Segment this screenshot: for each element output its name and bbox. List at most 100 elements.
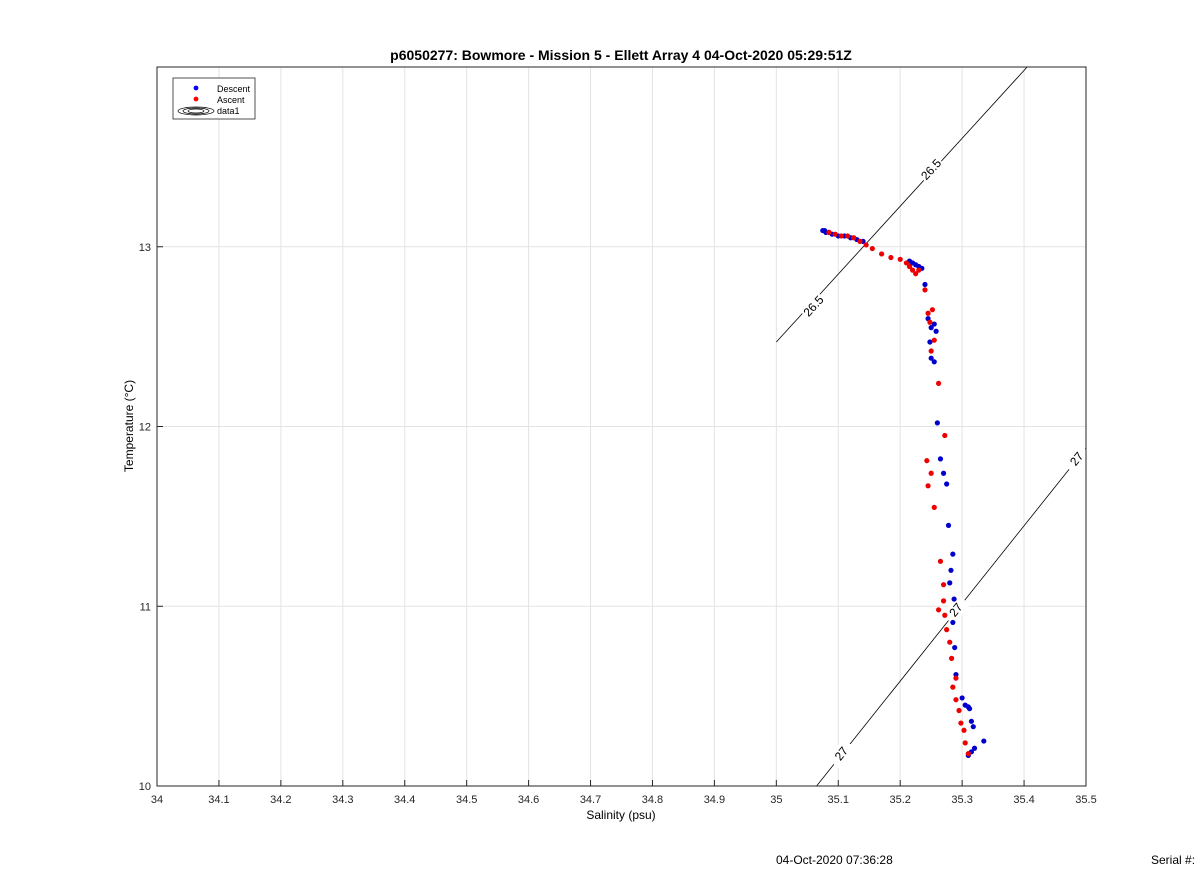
isopycnal-label-bg <box>827 738 856 769</box>
y-axis-label: Temperature (°C) <box>122 380 136 472</box>
ascent-point <box>863 242 869 248</box>
x-tick-label: 34.7 <box>580 794 601 806</box>
ascent-point <box>929 307 936 313</box>
ascent-point <box>851 235 857 241</box>
ascent-point <box>947 639 953 645</box>
descent-point <box>948 567 954 573</box>
ascent-point <box>924 458 930 464</box>
descent-point <box>953 671 959 678</box>
descent-point <box>934 420 940 426</box>
ascent-point <box>922 287 928 293</box>
ascent-point <box>944 627 950 633</box>
ascent-point <box>903 260 909 266</box>
ascent-point <box>832 231 838 237</box>
x-tick-label: 35.5 <box>1075 794 1096 806</box>
x-tick-label: 35.4 <box>1013 794 1034 806</box>
ascent-point <box>909 267 916 273</box>
y-tick-label: 13 <box>139 242 151 254</box>
x-tick-label: 34.1 <box>208 794 229 806</box>
descent-point <box>966 706 973 712</box>
legend-label-ascent: Ascent <box>217 95 245 105</box>
ascent-point <box>950 684 956 690</box>
ascent-point <box>958 720 964 726</box>
descent-point <box>928 355 934 361</box>
footer-timestamp: 04-Oct-2020 07:36:28 <box>776 853 893 867</box>
y-tick-label: 11 <box>140 601 151 613</box>
isopycnal-label-bg <box>798 291 829 322</box>
descent-point <box>971 745 978 751</box>
x-axis-label: Salinity (psu) <box>586 808 655 822</box>
footer-serial-label: Serial #: <box>1151 853 1196 867</box>
ascent-point <box>838 233 844 239</box>
x-tick-label: 34.8 <box>642 794 663 806</box>
descent-point <box>951 596 957 602</box>
isopycnal-label-bg <box>1062 443 1092 475</box>
ascent-point <box>888 254 894 261</box>
legend-contour-ring <box>182 107 210 115</box>
ascent-point <box>844 233 851 239</box>
x-tick-label: 34 <box>151 794 163 806</box>
legend-contour-ring <box>177 106 215 116</box>
ascent-point <box>826 229 832 235</box>
chart-title: p6050277: Bowmore - Mission 5 - Ellett A… <box>390 47 852 63</box>
ascent-point <box>961 727 967 733</box>
isopycnal-label: 26.5 <box>918 156 944 183</box>
legend-marker-ascent <box>193 96 199 102</box>
ascent-point <box>953 675 959 681</box>
grid <box>156 67 1087 787</box>
ascent-point <box>937 558 944 564</box>
ascent-point <box>965 751 971 757</box>
ascent-point <box>916 267 922 273</box>
ascent-point <box>931 504 937 510</box>
descent-point <box>947 580 953 586</box>
ascent-point <box>942 612 948 618</box>
descent-point <box>968 718 975 724</box>
x-tick-label: 35.3 <box>951 794 972 806</box>
descent-point <box>937 456 944 462</box>
x-tick-label: 34.2 <box>270 794 291 806</box>
ascent-point <box>928 470 934 476</box>
isopycnal-label-bg <box>916 154 946 185</box>
descent-point <box>927 339 933 345</box>
legend-contour-icon <box>177 106 215 116</box>
descent-point <box>933 328 939 334</box>
ascent-point <box>940 582 947 588</box>
ascent-point <box>940 598 947 604</box>
ascent-point <box>879 251 885 257</box>
ascent-point <box>913 271 919 277</box>
ascent-point <box>897 256 903 262</box>
descent-point <box>950 551 956 557</box>
isopycnal-label: 26.5 <box>800 292 826 319</box>
descent-point <box>945 522 952 528</box>
ascent-point <box>925 310 931 316</box>
descent-point <box>931 321 937 327</box>
x-tick-label: 34.6 <box>518 794 539 806</box>
y-tick-label: 12 <box>139 422 151 434</box>
x-tick-label: 35.1 <box>828 794 849 806</box>
ascent-point <box>956 707 962 714</box>
ascent-point <box>906 263 913 270</box>
ascent-point <box>925 483 931 489</box>
descent-point <box>944 481 950 487</box>
ticks: 34 34.1 34.2 34.3 34.4 34.5 34.6 34.7 34.8 34.9 35… <box>139 242 1097 806</box>
ascent-point <box>949 655 955 661</box>
ascent-point <box>935 607 942 613</box>
legend-contour-ring <box>187 108 205 114</box>
ascent-point <box>857 238 863 244</box>
x-tick-label: 34.9 <box>704 794 725 806</box>
ascent-point <box>935 380 942 386</box>
x-tick-label: 35.2 <box>889 794 910 806</box>
x-tick-label: 34.3 <box>332 794 353 806</box>
descent-point <box>959 695 965 701</box>
isopycnal-label-bg <box>941 594 971 625</box>
ascent-point <box>962 740 968 746</box>
ascent-point <box>928 348 934 354</box>
legend-label-descent: Descent <box>217 84 251 94</box>
descent-point <box>922 281 928 288</box>
descent-point <box>940 470 947 476</box>
x-tick-label: 35 <box>770 794 782 806</box>
y-tick-label: 10 <box>139 781 151 793</box>
ascent-point <box>869 245 875 252</box>
x-tick-label: 34.5 <box>456 794 477 806</box>
